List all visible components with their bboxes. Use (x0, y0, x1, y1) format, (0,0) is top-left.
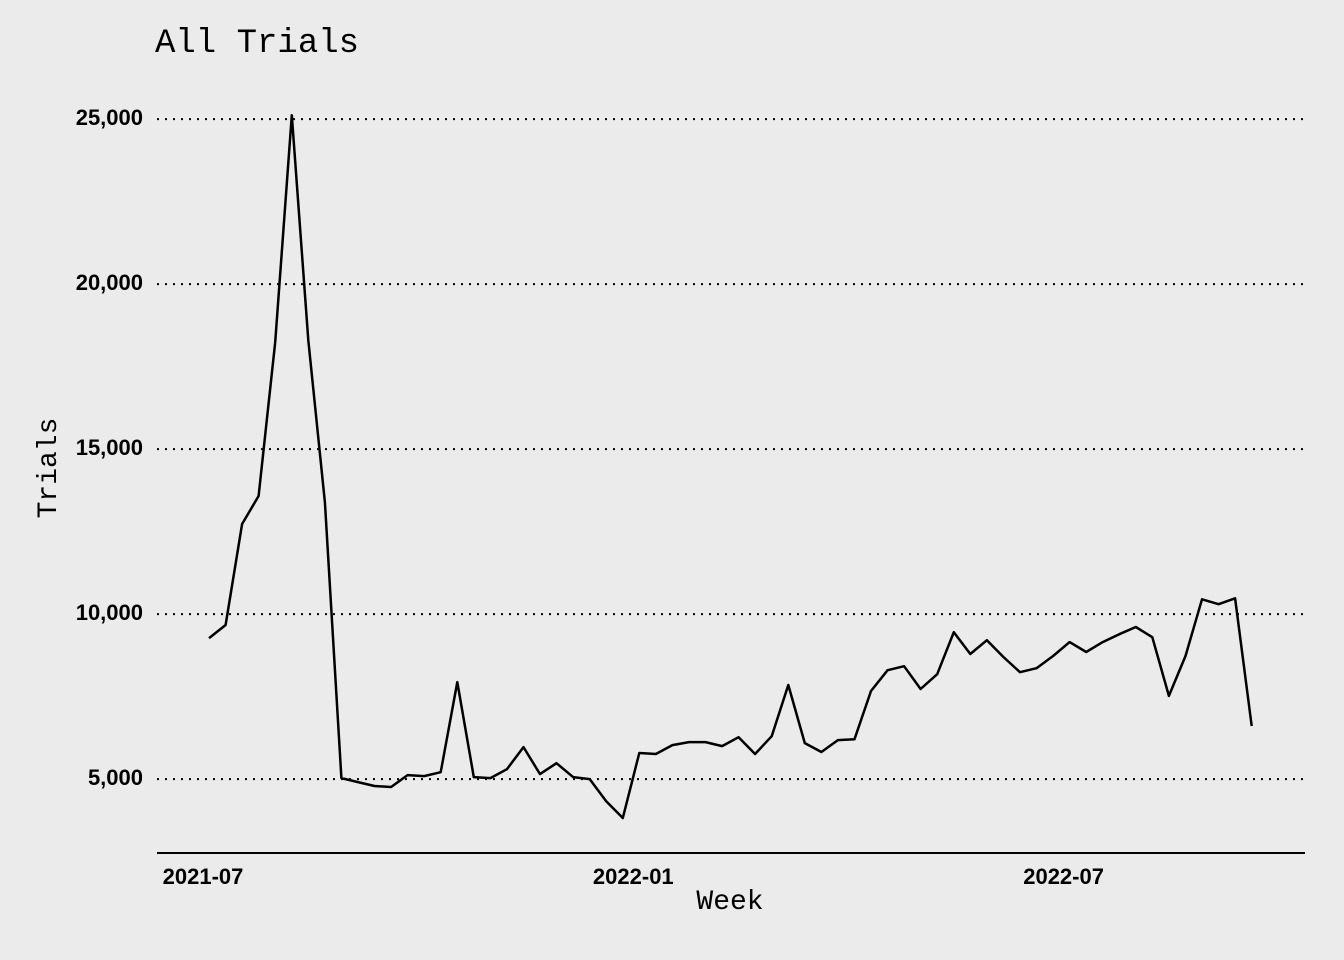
y-axis-title: Trials (34, 418, 65, 519)
y-tick-label: 15,000 (76, 435, 143, 460)
x-tick-label: 2022-01 (593, 864, 674, 889)
data-line (208, 113, 1253, 820)
y-tick-label: 20,000 (76, 270, 143, 295)
x-tick-label: 2022-07 (1023, 864, 1104, 889)
y-tick-label: 5,000 (88, 765, 143, 790)
y-tick-label: 10,000 (76, 600, 143, 625)
chart-title: All Trials (155, 25, 359, 63)
x-axis-title: Week (696, 887, 763, 918)
y-tick-label: 25,000 (76, 105, 143, 130)
x-tick-label: 2021-07 (163, 864, 244, 889)
